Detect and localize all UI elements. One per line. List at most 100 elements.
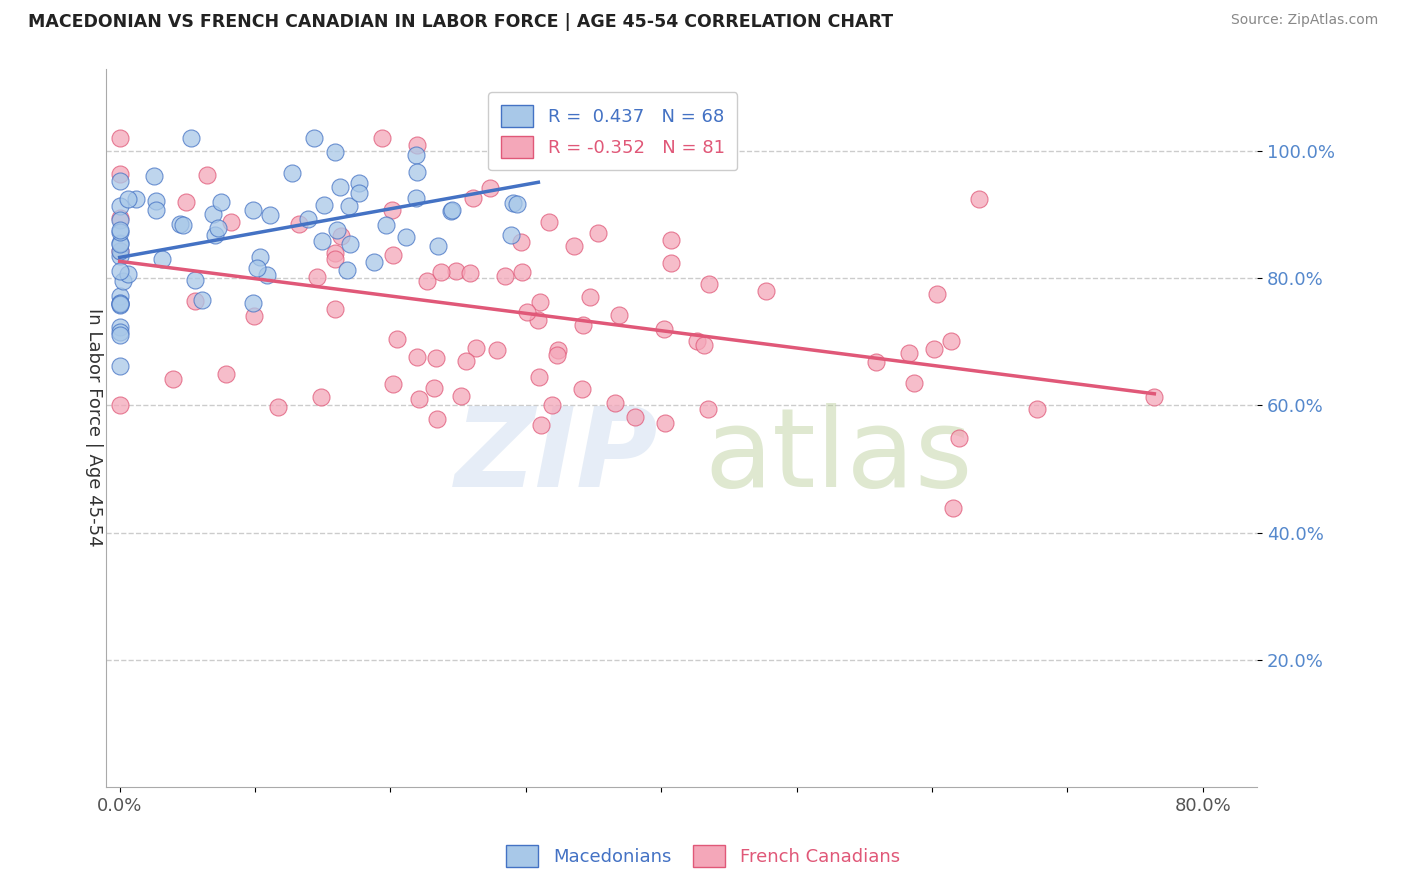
Point — [382, 377, 405, 392]
Point — [406, 165, 429, 179]
Point — [169, 217, 191, 231]
Point — [349, 186, 371, 200]
Point — [395, 229, 418, 244]
Point — [381, 203, 404, 218]
Point — [246, 260, 269, 275]
Point — [108, 319, 131, 334]
Point — [948, 431, 970, 445]
Point — [329, 180, 352, 194]
Point — [586, 226, 609, 240]
Point — [441, 203, 464, 218]
Point — [326, 222, 349, 236]
Point — [494, 269, 516, 284]
Legend: R =  0.437   N = 68, R = -0.352   N = 81: R = 0.437 N = 68, R = -0.352 N = 81 — [488, 92, 737, 170]
Point — [374, 219, 396, 233]
Point — [478, 180, 501, 194]
Point — [108, 398, 131, 412]
Point — [941, 334, 963, 349]
Point — [439, 203, 461, 218]
Point — [499, 227, 522, 242]
Point — [108, 235, 131, 250]
Point — [423, 381, 446, 395]
Point — [512, 264, 534, 278]
Point — [406, 138, 429, 153]
Point — [537, 215, 560, 229]
Point — [201, 207, 224, 221]
Point — [108, 244, 131, 258]
Point — [108, 296, 131, 310]
Point — [108, 325, 131, 339]
Point — [697, 402, 720, 417]
Point — [108, 296, 131, 310]
Point — [967, 192, 990, 206]
Point — [530, 418, 553, 433]
Point — [371, 131, 394, 145]
Point — [607, 309, 630, 323]
Point — [623, 409, 645, 424]
Point — [108, 296, 131, 310]
Point — [215, 367, 238, 381]
Point — [652, 321, 675, 335]
Point — [117, 267, 139, 281]
Point — [197, 168, 219, 182]
Point — [108, 236, 131, 251]
Point — [242, 295, 264, 310]
Point — [540, 398, 562, 412]
Point — [686, 334, 709, 349]
Point — [406, 351, 429, 365]
Point — [564, 239, 586, 253]
Point — [1143, 390, 1166, 404]
Point — [108, 131, 131, 145]
Point — [547, 343, 569, 358]
Point — [184, 294, 207, 309]
Point — [903, 376, 925, 390]
Point — [249, 250, 271, 264]
Point — [108, 213, 131, 227]
Point — [755, 285, 778, 299]
Point — [108, 244, 131, 258]
Point — [242, 202, 264, 217]
Text: atlas: atlas — [704, 403, 973, 510]
Text: MACEDONIAN VS FRENCH CANADIAN IN LABOR FORCE | AGE 45-54 CORRELATION CHART: MACEDONIAN VS FRENCH CANADIAN IN LABOR F… — [28, 13, 893, 31]
Point — [697, 277, 720, 292]
Point — [461, 191, 484, 205]
Point — [117, 192, 139, 206]
Point — [385, 332, 408, 346]
Point — [143, 169, 166, 183]
Point — [108, 264, 131, 278]
Point — [323, 252, 346, 267]
Point — [256, 268, 278, 282]
Point — [312, 198, 335, 212]
Point — [927, 287, 949, 301]
Point — [363, 254, 385, 268]
Point — [323, 245, 346, 260]
Point — [426, 412, 449, 426]
Text: ZIP: ZIP — [456, 403, 658, 510]
Point — [108, 328, 131, 343]
Point — [349, 176, 371, 190]
Point — [259, 208, 281, 222]
Point — [145, 194, 167, 208]
Point — [204, 227, 226, 242]
Point — [267, 400, 290, 414]
Point — [425, 351, 447, 365]
Point — [108, 199, 131, 213]
Point — [108, 289, 131, 303]
Point — [527, 369, 550, 384]
Point — [454, 354, 477, 368]
Point — [509, 235, 531, 249]
Point — [579, 290, 602, 304]
Point — [311, 234, 333, 248]
Point — [336, 262, 359, 277]
Point — [416, 274, 439, 288]
Point — [450, 389, 472, 403]
Point — [339, 236, 361, 251]
Point — [329, 229, 352, 244]
Point — [323, 145, 346, 160]
Point — [108, 359, 131, 373]
Point — [108, 173, 131, 187]
Point — [527, 140, 550, 154]
Text: Source: ZipAtlas.com: Source: ZipAtlas.com — [1230, 13, 1378, 28]
Point — [108, 249, 131, 263]
Point — [571, 382, 593, 396]
